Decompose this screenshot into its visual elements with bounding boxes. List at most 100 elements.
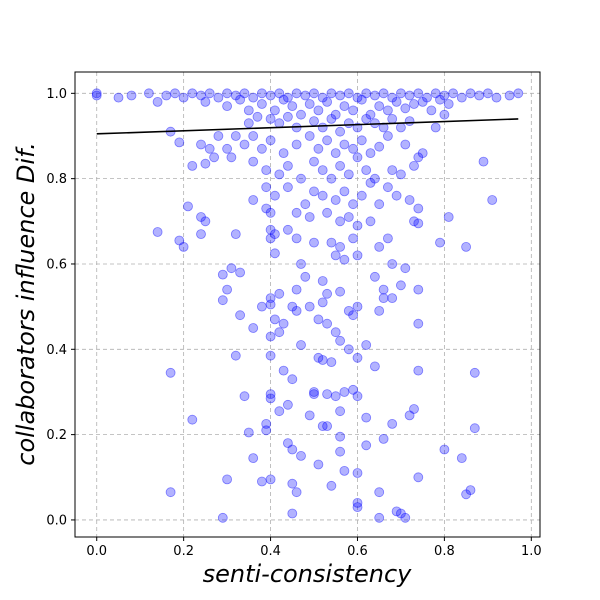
data-point — [296, 259, 306, 269]
data-point — [352, 301, 363, 312]
data-point — [187, 88, 198, 99]
data-point — [217, 512, 228, 523]
data-point — [330, 327, 341, 338]
data-point — [213, 131, 224, 141]
data-point — [313, 105, 324, 116]
x-tick-label: 0.8 — [434, 544, 455, 559]
data-point — [330, 148, 341, 159]
data-point — [282, 224, 293, 235]
data-point — [326, 237, 337, 248]
data-point — [322, 389, 333, 400]
data-point — [317, 165, 328, 176]
data-point — [335, 126, 346, 137]
data-point — [300, 271, 311, 282]
data-point — [361, 165, 372, 176]
y-tick-label: 0.6 — [46, 257, 67, 272]
data-point — [291, 207, 302, 218]
data-point — [313, 459, 324, 470]
data-point — [178, 241, 189, 252]
data-point — [282, 160, 293, 171]
data-point — [235, 94, 246, 105]
data-point — [352, 220, 363, 231]
data-point — [365, 148, 376, 159]
data-point — [152, 97, 163, 107]
data-point — [196, 139, 206, 150]
data-point — [296, 173, 306, 184]
data-point — [439, 90, 450, 101]
y-tick-label: 0.0 — [46, 513, 67, 528]
data-point — [187, 414, 198, 425]
data-point — [400, 512, 411, 523]
data-point — [309, 186, 319, 197]
data-point — [143, 88, 154, 99]
data-point — [335, 335, 346, 346]
data-point — [413, 472, 424, 483]
data-point — [287, 101, 298, 111]
data-point — [235, 310, 246, 321]
data-point — [265, 393, 276, 404]
data-point — [178, 92, 189, 103]
data-point — [91, 88, 102, 99]
data-point — [352, 250, 363, 261]
data-point — [352, 352, 363, 363]
x-tick-label: 0.4 — [260, 544, 281, 559]
data-point — [378, 433, 389, 444]
data-point — [369, 90, 380, 101]
x-tick-label: 0.6 — [347, 544, 368, 559]
data-point — [200, 216, 211, 227]
data-point — [382, 105, 393, 116]
data-point — [335, 446, 346, 457]
data-point — [339, 101, 350, 111]
data-point — [239, 391, 250, 402]
data-point — [291, 487, 302, 498]
data-point — [430, 122, 441, 133]
y-tick-label: 1.0 — [46, 87, 67, 102]
data-point — [248, 323, 259, 333]
data-point — [204, 88, 215, 99]
data-point — [322, 207, 333, 218]
data-point — [387, 293, 398, 304]
data-point — [491, 92, 502, 103]
data-point — [200, 97, 211, 107]
data-point — [326, 357, 337, 368]
data-point — [282, 111, 293, 122]
data-point — [313, 314, 324, 325]
data-point — [317, 190, 328, 201]
data-point — [170, 88, 180, 99]
data-point — [387, 92, 398, 103]
data-point — [352, 497, 363, 508]
data-point — [313, 143, 324, 154]
data-point — [356, 135, 367, 146]
data-point — [400, 263, 411, 274]
data-point — [274, 288, 285, 299]
data-point — [387, 259, 398, 269]
data-point — [287, 301, 298, 312]
data-point — [339, 465, 350, 476]
grid-lines — [75, 72, 540, 537]
data-point — [304, 410, 315, 421]
data-point — [335, 406, 346, 417]
data-point — [365, 216, 376, 227]
data-point — [274, 118, 285, 129]
data-point — [265, 474, 276, 485]
data-point — [404, 410, 415, 421]
data-points — [91, 88, 524, 523]
data-point — [365, 109, 376, 120]
data-point — [291, 233, 302, 244]
data-point — [300, 90, 311, 101]
data-point — [387, 418, 398, 429]
data-point — [304, 301, 315, 312]
data-point — [339, 139, 350, 150]
data-point — [352, 468, 363, 478]
trend-line — [96, 118, 519, 135]
data-point — [278, 318, 289, 329]
data-point — [274, 327, 285, 338]
data-point — [330, 109, 341, 120]
data-point — [374, 199, 385, 210]
data-point — [304, 131, 315, 141]
data-point — [382, 233, 393, 244]
data-point — [200, 158, 211, 169]
data-point — [374, 305, 385, 316]
data-point — [265, 224, 276, 235]
data-point — [322, 97, 333, 107]
